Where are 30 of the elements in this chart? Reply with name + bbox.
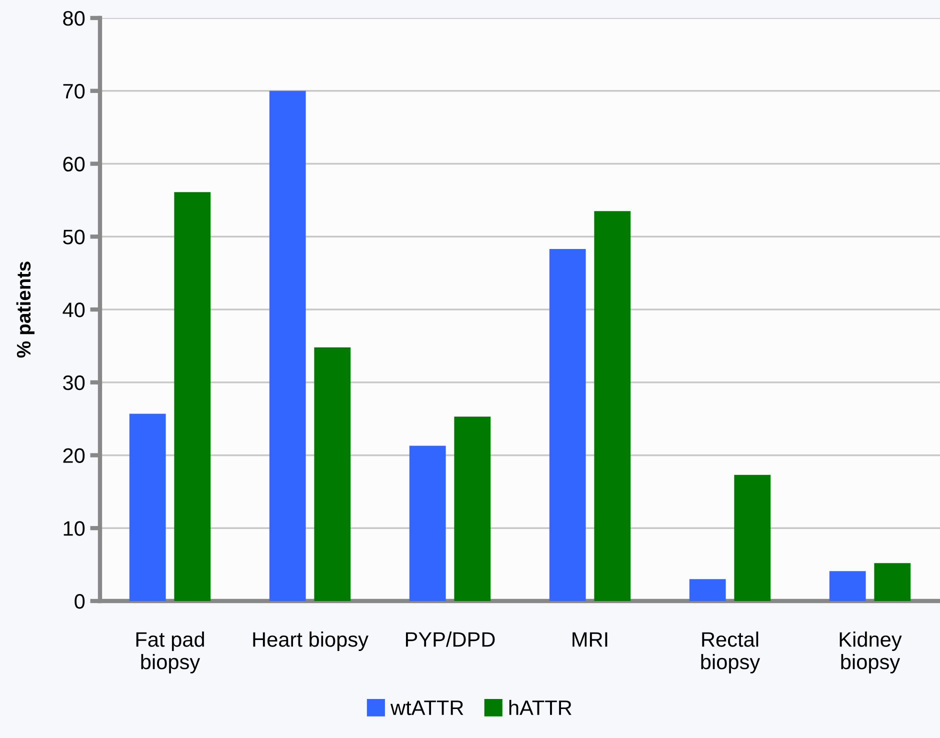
y-tick-label: 70 [63, 84, 85, 99]
bar [549, 249, 586, 601]
bar [829, 571, 866, 601]
x-tick-label: Heart biopsy [253, 632, 368, 651]
x-tick-label: Kidney biopsy [840, 632, 902, 674]
y-tick-label: 0 [74, 594, 85, 609]
bar [454, 416, 491, 601]
y-tick-label: 30 [63, 375, 85, 390]
y-tick-label: 60 [63, 156, 85, 172]
x-tick-label: PYP/DPD [406, 632, 495, 647]
x-tick-label: MRI [572, 632, 608, 647]
bar [174, 192, 211, 601]
y-axis-title: % patients [16, 262, 34, 358]
x-tick-label: Rectal biopsy [701, 632, 760, 674]
bar [594, 211, 631, 601]
legend-label: wtATTR [390, 700, 464, 716]
bar [734, 474, 771, 601]
y-tick-label: 40 [62, 302, 85, 318]
y-tick-label: 20 [63, 448, 85, 464]
bar [269, 90, 306, 601]
bar [314, 347, 351, 601]
x-tick-label: Fat pad biopsy [136, 632, 204, 674]
bar [409, 446, 446, 601]
y-tick-label: 10 [64, 521, 85, 536]
y-tick-label: 50 [63, 230, 85, 244]
bar [689, 579, 726, 601]
legend-label: hATTR [509, 700, 572, 715]
bar [874, 563, 911, 601]
y-tick-label: 80 [63, 11, 85, 26]
bar [129, 414, 166, 601]
